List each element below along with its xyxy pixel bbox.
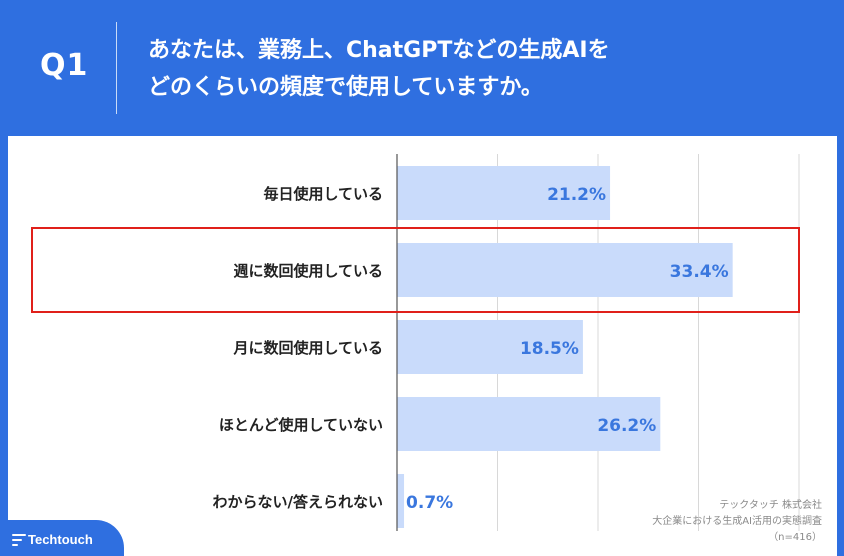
category-label-5: わからない/答えられない	[213, 493, 383, 511]
bar-4	[397, 397, 661, 451]
category-label-1: 毎日使用している	[263, 185, 383, 203]
bar-1	[397, 166, 611, 220]
question-title: あなたは、業務上、ChatGPTなどの生成AIを どのくらいの頻度で使用していま…	[148, 32, 808, 106]
value-label-1: 21.2%	[547, 185, 606, 205]
source-sample: （n=416）	[768, 532, 822, 543]
value-label-3: 18.5%	[520, 339, 579, 359]
source-survey: 大企業における生成AI活用の実態調査	[652, 516, 822, 527]
bar-3	[397, 320, 583, 374]
value-label-5: 0.7%	[406, 493, 453, 513]
category-label-4: ほとんど使用していない	[219, 416, 383, 434]
techtouch-logo: Techtouch	[0, 520, 124, 556]
logo-text: Techtouch	[28, 532, 93, 547]
chart-card: 毎日使用している 21.2% 週に数回使用している 33.4% 月に数回使用している 18…	[8, 136, 837, 556]
category-label-3: 月に数回使用している	[232, 339, 383, 357]
techtouch-lines-icon	[12, 534, 26, 546]
source-company: テックタッチ 株式会社	[719, 500, 822, 511]
highlight-box	[31, 227, 800, 313]
category-label-2: 週に数回使用している	[233, 262, 383, 280]
question-title-line-1: あなたは、業務上、ChatGPTなどの生成AIを	[148, 38, 610, 63]
header: Q1 あなたは、業務上、ChatGPTなどの生成AIを どのくらいの頻度で使用し…	[0, 0, 844, 136]
question-label: Q1	[40, 48, 89, 83]
bar-5	[397, 474, 405, 528]
header-divider	[116, 22, 117, 114]
bar-2	[397, 243, 733, 297]
source-note: テックタッチ 株式会社 大企業における生成AI活用の実態調査 （n=416）	[652, 498, 822, 546]
value-label-4: 26.2%	[597, 416, 656, 436]
bar-chart: 毎日使用している 21.2% 週に数回使用している 33.4% 月に数回使用している 18…	[31, 154, 800, 531]
question-title-line-2: どのくらいの頻度で使用していますか。	[148, 75, 543, 100]
value-label-2: 33.4%	[670, 262, 729, 282]
